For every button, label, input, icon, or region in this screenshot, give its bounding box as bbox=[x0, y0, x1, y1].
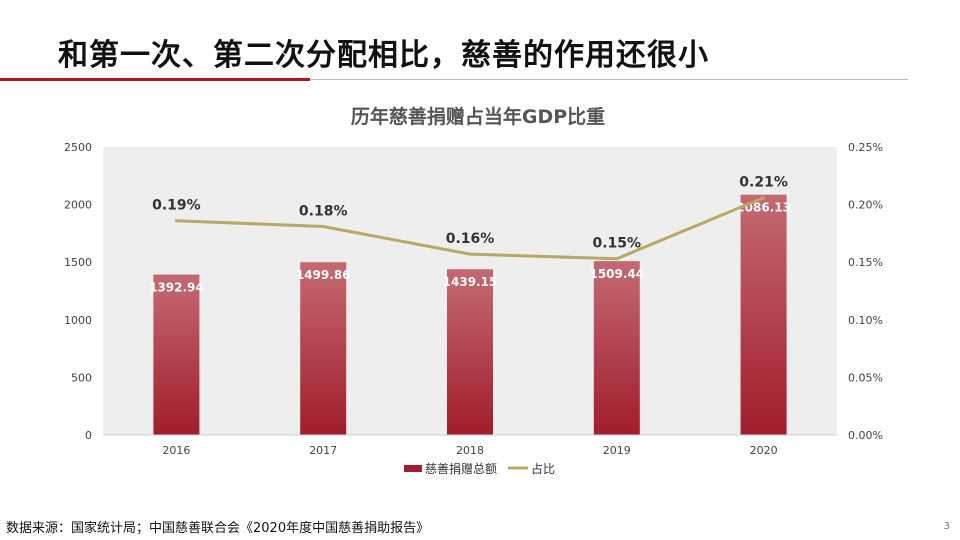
bar-data-label: 1392.94 bbox=[149, 281, 204, 295]
share-point bbox=[468, 252, 472, 256]
x-axis-tick-label: 2016 bbox=[162, 444, 190, 457]
right-axis-tick-label: 0.10% bbox=[848, 314, 883, 327]
bar-data-label: 1439.15 bbox=[443, 275, 498, 289]
left-axis-tick-label: 1500 bbox=[64, 256, 92, 269]
left-axis-tick-label: 500 bbox=[71, 371, 92, 384]
title-divider bbox=[0, 79, 908, 80]
left-axis-tick-label: 2000 bbox=[64, 199, 92, 212]
bar-data-label: 2086.13 bbox=[736, 201, 791, 215]
share-point bbox=[321, 224, 325, 228]
left-axis-tick-label: 2500 bbox=[64, 141, 92, 154]
chart-title: 历年慈善捐赠占当年GDP比重 bbox=[351, 105, 605, 128]
data-source-note: 数据来源：国家统计局；中国慈善联合会《2020年度中国慈善捐助报告》 bbox=[6, 521, 430, 536]
title-accent-bar bbox=[0, 78, 310, 81]
share-point bbox=[762, 196, 766, 200]
left-axis-tick-label: 1000 bbox=[64, 314, 92, 327]
bar-data-label: 1509.44 bbox=[589, 267, 644, 281]
bar bbox=[153, 274, 200, 435]
bar bbox=[300, 262, 347, 435]
share-point bbox=[174, 219, 178, 223]
line-data-label: 0.15% bbox=[593, 236, 642, 252]
legend-line-label: 占比 bbox=[531, 461, 555, 476]
share-point bbox=[615, 257, 619, 261]
line-data-label: 0.18% bbox=[299, 203, 348, 219]
bar bbox=[447, 269, 493, 435]
bar-data-label: 1499.86 bbox=[296, 268, 351, 282]
line-data-label: 0.21% bbox=[739, 175, 788, 191]
right-axis-tick-label: 0.25% bbox=[848, 141, 883, 154]
bar bbox=[740, 194, 787, 435]
bar bbox=[593, 261, 640, 435]
x-axis-tick-label: 2017 bbox=[309, 444, 337, 457]
line-data-label: 0.19% bbox=[152, 198, 201, 214]
right-axis-tick-label: 0.20% bbox=[848, 199, 883, 212]
line-data-label: 0.16% bbox=[446, 231, 495, 247]
x-axis-tick-label: 2020 bbox=[750, 444, 778, 457]
slide-title: 和第一次、第二次分配相比，慈善的作用还很小 bbox=[58, 38, 709, 73]
right-axis-tick-label: 0.00% bbox=[848, 429, 883, 442]
x-axis-tick-label: 2018 bbox=[456, 444, 484, 457]
legend-bar-swatch bbox=[404, 465, 422, 472]
donation-gdp-chart: 历年慈善捐赠占当年GDP比重 0 500 1000 1500 2000 2500 0.00… bbox=[64, 105, 883, 476]
page-number: 3 bbox=[943, 521, 950, 532]
x-axis-tick-label: 2019 bbox=[603, 444, 631, 457]
legend-bar-label: 慈善捐赠总额 bbox=[425, 461, 497, 476]
right-axis-tick-label: 0.15% bbox=[848, 256, 883, 269]
left-axis-tick-label: 0 bbox=[85, 429, 92, 442]
right-axis-tick-label: 0.05% bbox=[848, 371, 883, 384]
